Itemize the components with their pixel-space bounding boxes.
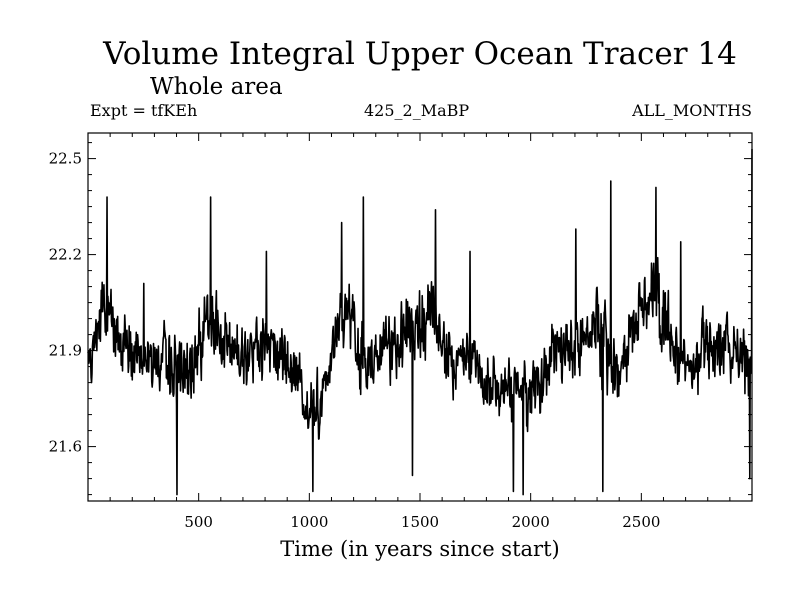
plot-frame xyxy=(87,132,753,502)
y-tick-label: 21.9 xyxy=(49,342,82,360)
months-label: ALL_MONTHS xyxy=(632,101,752,120)
x-tick-label: 2500 xyxy=(622,513,660,531)
chart-subtitle: Whole area xyxy=(150,74,283,100)
x-tick-label: 1000 xyxy=(290,513,328,531)
x-tick-label: 500 xyxy=(184,513,213,531)
x-axis-label: Time (in years since start) xyxy=(280,537,560,561)
experiment-label: Expt = tfKEh xyxy=(90,101,198,120)
x-tick-label: 1500 xyxy=(401,513,439,531)
y-tick-label: 22.5 xyxy=(49,150,82,168)
run-label: 425_2_MaBP xyxy=(364,101,470,120)
x-tick-label: 2000 xyxy=(512,513,550,531)
y-tick-label: 21.6 xyxy=(49,438,82,456)
series-line xyxy=(87,148,753,496)
y-tick-label: 22.2 xyxy=(49,246,82,264)
axes-layer: 21.6 21.9 22.2 22.5 500 1000 1500 2000 2500 xyxy=(49,133,752,531)
series-layer xyxy=(87,148,753,496)
chart-title: Volume Integral Upper Ocean Tracer 14 xyxy=(103,36,737,72)
